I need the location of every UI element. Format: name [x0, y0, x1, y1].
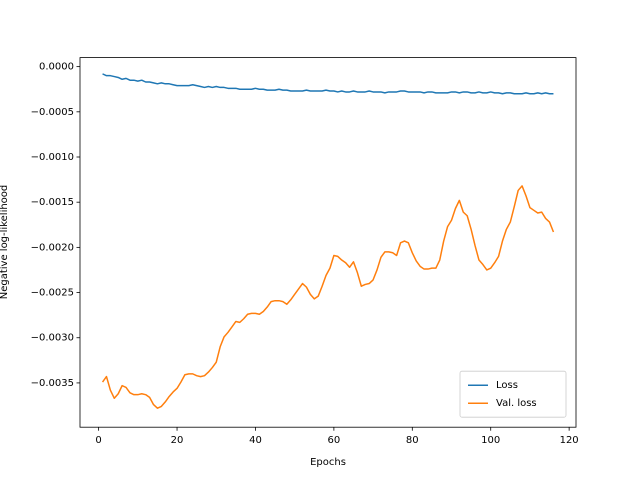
y-tick-label: −0.0010 [31, 152, 74, 163]
line-series [102, 73, 554, 95]
y-tick-label: −0.0025 [31, 288, 74, 299]
x-tick-label: 60 [328, 435, 341, 446]
x-tick-label: 20 [171, 435, 184, 446]
y-axis-label: Negative log-likelihood [0, 185, 10, 300]
y-tick-label: −0.0005 [31, 107, 74, 118]
legend-label: Val. loss [496, 398, 537, 409]
x-tick-label: 0 [95, 435, 101, 446]
axes-frame [79, 57, 577, 428]
y-tick-label: −0.0015 [31, 197, 74, 208]
x-tick-label: 100 [481, 435, 500, 446]
y-tick-label: −0.0030 [31, 333, 74, 344]
x-tick-label: 80 [406, 435, 419, 446]
y-tick-label: −0.0035 [31, 378, 74, 389]
legend-box [459, 370, 567, 418]
line-series [101, 185, 555, 409]
x-axis-label: Epochs [310, 457, 346, 468]
x-tick-label: 40 [249, 435, 262, 446]
legend-label: Loss [496, 380, 518, 391]
x-tick-label: 120 [560, 435, 579, 446]
y-tick-label: 0.0000 [39, 62, 74, 73]
y-tick-label: −0.0020 [31, 242, 74, 253]
